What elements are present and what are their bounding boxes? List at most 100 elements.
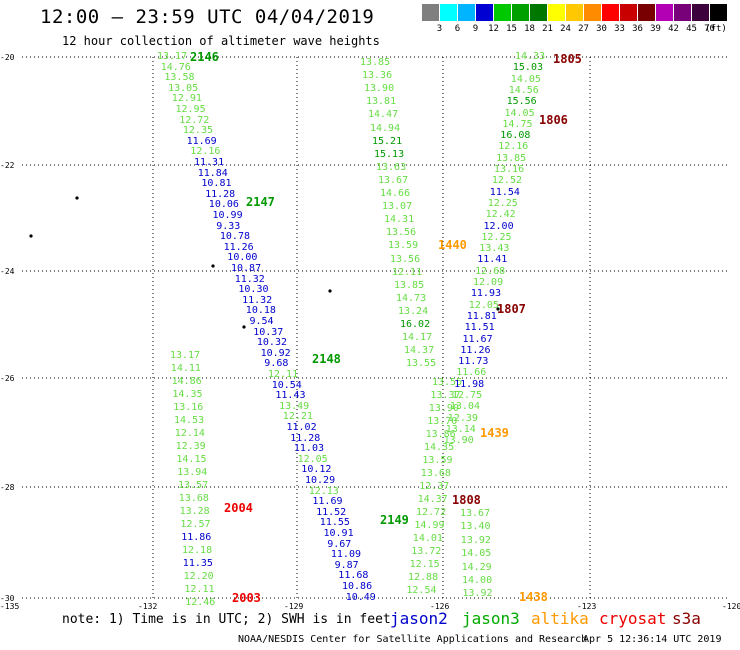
- wave-height-value: 13.56: [386, 227, 417, 239]
- wave-height-value: 9.68: [264, 358, 289, 370]
- wave-height-value: 14.86: [171, 376, 202, 387]
- footer-center: NOAA/NESDIS Center for Satellite Applica…: [238, 634, 588, 645]
- wave-height-value: 10.30: [238, 284, 269, 296]
- wave-height-value: 11.73: [458, 356, 489, 368]
- wave-height-value: 11.55: [319, 517, 350, 529]
- legend-swatch: [602, 4, 619, 21]
- orbit-label: 2147: [246, 195, 275, 209]
- map-title: 12:00 — 23:59 UTC 04/04/2019: [40, 6, 375, 28]
- legend-swatch: [674, 4, 691, 21]
- legend-label: 30: [596, 24, 607, 34]
- y-tick-label: -20: [0, 53, 15, 62]
- wave-height-value: 11.54: [489, 186, 520, 198]
- legend-label: 45: [686, 24, 697, 34]
- wave-height-value: 13.16: [494, 164, 525, 175]
- wave-height-value: 13.92: [460, 534, 491, 546]
- wave-height-value: 13.90: [428, 403, 459, 414]
- wave-height-value: 11.43: [275, 390, 306, 402]
- wave-height-value: 12.13: [308, 485, 339, 497]
- wave-height-value: 11.68: [338, 570, 369, 582]
- legend-swatch: [458, 4, 475, 21]
- wave-height-value: 13.16: [173, 402, 204, 413]
- wave-height-value: 11.28: [205, 188, 236, 200]
- legend-swatch: [548, 4, 565, 21]
- wave-height-value: 13.55: [406, 358, 437, 370]
- wave-height-value: 15.13: [374, 148, 405, 160]
- footer-note: note: 1) Time is in UTC; 2) SWH is in fe…: [62, 612, 391, 627]
- wave-height-value: 14.35: [172, 389, 203, 400]
- island-dot: [328, 289, 332, 293]
- wave-height-value: 12.72: [416, 507, 447, 518]
- wave-height-value: 10.12: [301, 464, 332, 476]
- wave-height-value: 13.86: [425, 429, 456, 440]
- legend-swatch: [638, 4, 655, 21]
- legend-label: 42: [668, 24, 679, 34]
- wave-height-value: 10.81: [201, 178, 232, 190]
- wave-height-value: 14.53: [174, 415, 205, 426]
- wave-height-value: 13.07: [382, 201, 413, 213]
- wave-height-value: 11.69: [312, 496, 343, 508]
- wave-height-value: 12.42: [485, 209, 516, 221]
- wave-height-value: 15.56: [506, 96, 537, 108]
- graticule: [22, 56, 730, 600]
- legend-swatch: [710, 4, 727, 21]
- wave-height-value: 9.87: [334, 559, 359, 571]
- wave-height-value: 12.21: [282, 411, 313, 423]
- wave-height-value: 13.55: [432, 377, 463, 388]
- wave-height-value: 13.17: [157, 51, 188, 62]
- wave-height-value: 14.99: [414, 520, 445, 531]
- wave-height-value: 13.04: [449, 401, 480, 413]
- wave-height-value: 11.26: [223, 241, 254, 253]
- wave-height-value: 12.35: [182, 125, 213, 137]
- satellite-name: altika: [531, 609, 589, 628]
- wave-height-value: 12.57: [180, 519, 211, 530]
- wave-height-value: 12.16: [498, 141, 529, 153]
- legend-swatch: [530, 4, 547, 21]
- wave-height-value: 11.52: [316, 506, 347, 518]
- wave-height-value: 13.36: [362, 70, 393, 82]
- wave-height-value: 13.92: [462, 588, 493, 600]
- y-tick-label: -26: [0, 374, 15, 383]
- wave-height-value: 11.51: [464, 322, 495, 334]
- wave-height-value: 10.78: [219, 231, 250, 243]
- orbit-label: 2146: [190, 50, 219, 64]
- wave-height-value: 11.32: [242, 294, 273, 306]
- orbit-label: 2149: [380, 513, 409, 527]
- x-tick-label: -135: [0, 602, 20, 611]
- legend-label: 39: [650, 24, 661, 34]
- wave-height-value: 12.11: [268, 369, 299, 380]
- wave-height-value: 14.37: [404, 345, 435, 357]
- wave-height-value: 12.54: [406, 585, 437, 596]
- wave-height-value: 11.32: [234, 273, 265, 285]
- wave-height-value: 14.29: [461, 561, 492, 573]
- wave-height-value: 14.33: [515, 51, 546, 62]
- wave-height-value: 13.59: [388, 240, 419, 252]
- wave-height-value: 12.52: [491, 175, 522, 187]
- wave-height-value: 13.63: [376, 161, 407, 173]
- wave-height-value: 12.05: [468, 299, 499, 311]
- wave-height-value: 14.37: [417, 494, 448, 505]
- wave-height-value: 10.86: [342, 581, 373, 592]
- wave-height-value: 11.41: [477, 254, 508, 266]
- wave-height-value: 12.25: [487, 197, 518, 209]
- legend-label: 33: [614, 24, 625, 34]
- y-tick-label: -30: [0, 594, 15, 603]
- wave-height-value: 12.09: [473, 277, 504, 288]
- wave-height-value: 11.93: [470, 288, 501, 300]
- wave-height-value: 10.18: [245, 305, 276, 317]
- wave-height-value: 14.94: [370, 122, 401, 134]
- wave-height-value: 14.47: [368, 109, 399, 121]
- wave-height-value: 13.17: [170, 350, 201, 361]
- wave-height-value: 14.00: [462, 575, 493, 586]
- wave-height-value: 13.05: [168, 82, 199, 94]
- wave-height-value: 12.05: [297, 453, 328, 465]
- wave-height-value: 9.67: [327, 538, 352, 550]
- legend-label: 9: [472, 24, 479, 34]
- island-dot: [242, 325, 246, 329]
- wave-height-value: 16.02: [400, 319, 431, 330]
- wave-height-value: 11.02: [286, 422, 317, 433]
- map-subtitle: 12 hour collection of altimeter wave hei…: [62, 34, 380, 48]
- wave-height-value: 10.29: [305, 475, 336, 486]
- legend-label: 21: [542, 24, 553, 34]
